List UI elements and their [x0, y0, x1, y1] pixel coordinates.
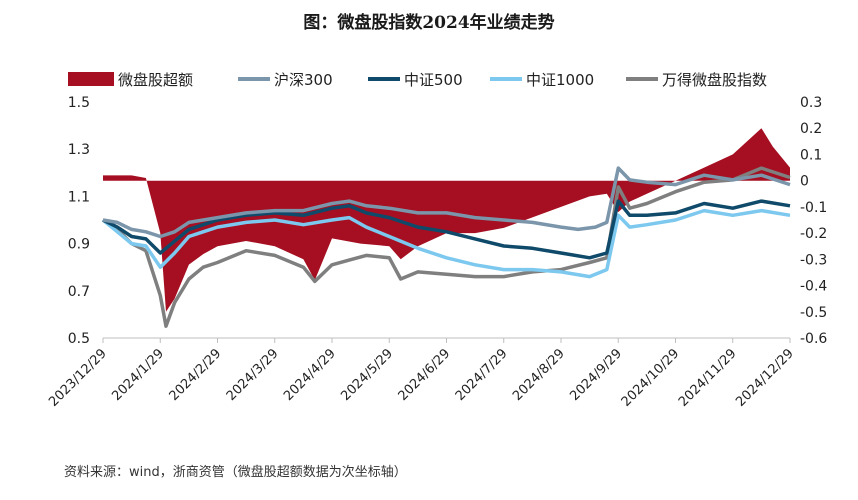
- series-line-micro: [102, 166, 791, 328]
- x-tick-label: 2024/10/29: [619, 346, 683, 410]
- source-note: 资料来源：wind，浙商资管（微盘股超额数据为次坐标轴）: [64, 465, 407, 480]
- y-left-tick-label: 0.7: [68, 284, 90, 300]
- x-axis: 2023/12/29 2024/1/29 2024/2/29 2024/3/29 202…: [46, 337, 797, 410]
- y-left-tick-label: 1.3: [68, 142, 90, 158]
- x-tick-label: 2023/12/29: [46, 346, 110, 410]
- y-right-tick-label: 0: [800, 174, 809, 190]
- y-right-tick-label: 0.3: [800, 95, 822, 111]
- legend: 微盘股超额 沪深300 中证500 中证1000 万得微盘股指数: [68, 71, 767, 89]
- plot-area: [101, 128, 791, 328]
- y-left-tick-label: 1.1: [68, 189, 90, 205]
- x-tick-label: 2024/8/29: [510, 346, 568, 404]
- series-area-excess: [103, 128, 790, 312]
- y-right-tick-label: -0.1: [800, 200, 827, 216]
- x-tick-label: 2024/5/29: [338, 346, 396, 404]
- x-tick-label: 2024/2/29: [167, 346, 225, 404]
- y-right-tick-label: -0.3: [800, 252, 827, 268]
- x-tick-label: 2024/12/29: [733, 346, 797, 410]
- y-right-tick-label: -0.5: [800, 305, 827, 321]
- legend-label-3: 中证1000: [526, 71, 594, 89]
- x-tick-label: 2024/7/29: [453, 346, 511, 404]
- legend-swatch-excess: [68, 72, 114, 86]
- legend-label-4: 万得微盘股指数: [662, 71, 767, 89]
- series-line-zz1000: [101, 208, 791, 279]
- legend-label-1: 沪深300: [274, 71, 333, 89]
- x-tick-label: 2024/6/29: [396, 346, 454, 404]
- y-right-tick-label: -0.4: [800, 279, 827, 295]
- y-right-tick-label: -0.2: [800, 226, 827, 242]
- y-right-tick-label: 0.1: [800, 147, 822, 163]
- y-right-tick-label: -0.6: [800, 331, 827, 347]
- series-line-zz500: [102, 199, 791, 260]
- y-left-tick-label: 0.9: [68, 237, 90, 253]
- y-axis-left: 1.5 1.3 1.1 0.9 0.7 0.5: [68, 95, 90, 347]
- x-tick-label: 2024/1/29: [109, 346, 167, 404]
- chart-title: 图：微盘股指数2024年业绩走势: [303, 13, 555, 33]
- y-left-tick-label: 1.5: [68, 95, 90, 111]
- y-axis-right: 0.3 0.2 0.1 0 -0.1 -0.2 -0.3 -0.4 -0.5 -0.6: [800, 95, 827, 347]
- y-right-tick-label: 0.2: [800, 121, 822, 137]
- x-tick-label: 2024/4/29: [281, 346, 339, 404]
- series-line-hs300: [102, 166, 791, 239]
- y-left-tick-label: 0.5: [68, 331, 90, 347]
- x-tick-label: 2024/3/29: [224, 346, 282, 404]
- legend-label-0: 微盘股超额: [118, 71, 193, 89]
- x-tick-label: 2024/9/29: [567, 346, 625, 404]
- legend-label-2: 中证500: [404, 71, 463, 89]
- x-tick-label: 2024/11/29: [676, 346, 740, 410]
